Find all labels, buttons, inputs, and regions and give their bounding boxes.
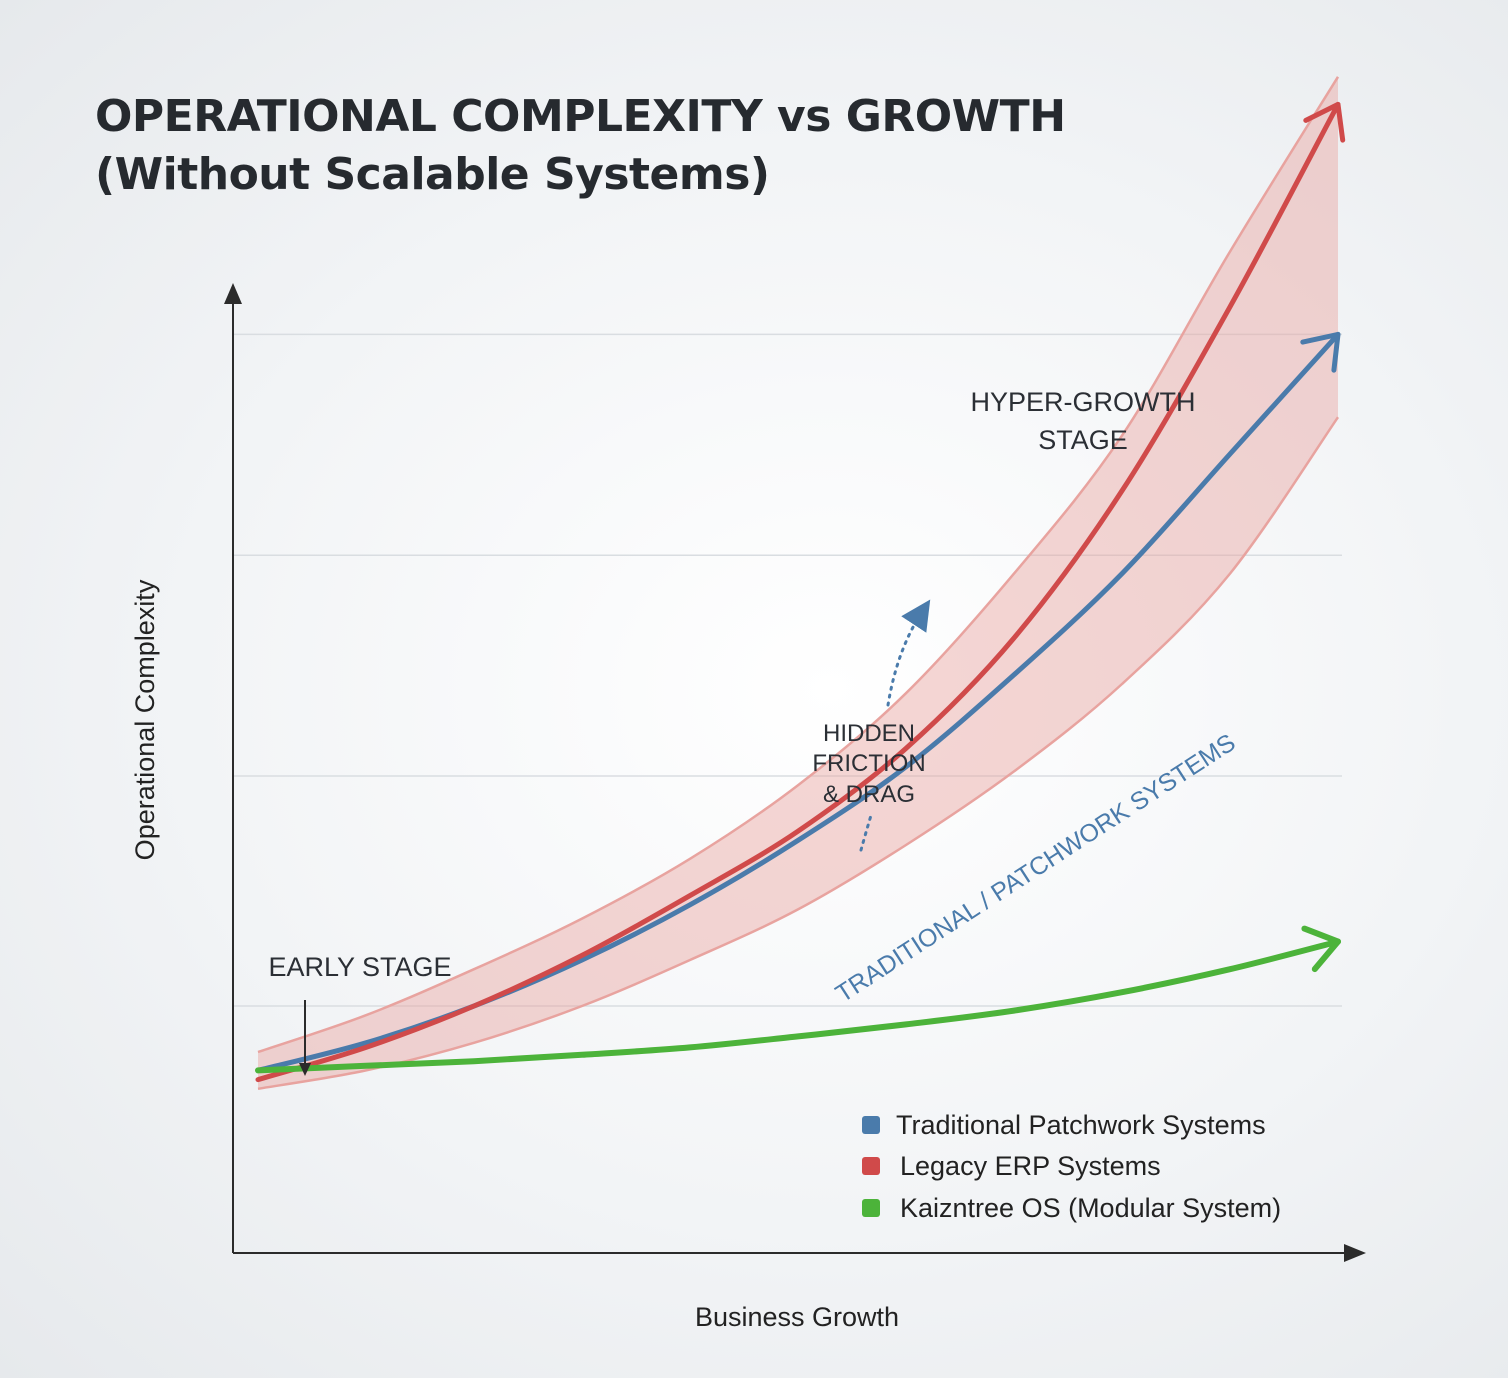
x-axis-label: Business Growth (695, 1302, 899, 1332)
complexity-band-group (257, 76, 1340, 1091)
series-arrowhead-traditional (1300, 331, 1341, 373)
complexity-band (258, 76, 1338, 1089)
complexity-band-upper-edge (257, 76, 1340, 1054)
legend-swatch-kaizntree (862, 1199, 880, 1217)
legend-label-kaizntree: Kaizntree OS (Modular System) (900, 1193, 1281, 1223)
axes (224, 283, 1366, 1262)
hidden-friction-label-line1: HIDDEN (823, 720, 915, 747)
chart-subtitle: (Without Scalable Systems) (95, 149, 770, 200)
series-arrowhead-kaizntree (1301, 925, 1341, 973)
legend: Traditional Patchwork Systems Legacy ERP… (862, 1110, 1281, 1223)
x-axis-arrow-icon (1344, 1244, 1366, 1262)
legend-label-traditional: Traditional Patchwork Systems (896, 1110, 1266, 1140)
hyper-growth-label-line2: STAGE (1038, 425, 1128, 455)
hyper-growth-label-line1: HYPER-GROWTH (971, 387, 1196, 417)
series-arrowhead-legacy-erp (1303, 101, 1346, 143)
chart-title-block: OPERATIONAL COMPLEXITY vs GROWTH (Withou… (95, 88, 1066, 204)
early-stage-label: EARLY STAGE (268, 952, 451, 982)
series-line-legacy-erp (255, 101, 1341, 1083)
early-stage-pointer-icon (299, 1063, 311, 1076)
series-lines (255, 101, 1346, 1083)
legend-swatch-traditional (862, 1116, 880, 1134)
chart-title: OPERATIONAL COMPLEXITY vs GROWTH (95, 91, 1066, 142)
friction-arrow-upper (886, 599, 931, 707)
grid-lines (233, 333, 1342, 1007)
y-axis-arrow-icon (224, 283, 242, 304)
y-axis-label: Operational Complexity (130, 579, 160, 860)
friction-arrow-lower (859, 810, 874, 852)
legend-label-legacy-erp: Legacy ERP Systems (900, 1151, 1161, 1181)
hidden-friction-label-line2: FRICTION (812, 750, 925, 777)
hidden-friction-label-line3: & DRAG (823, 781, 915, 808)
legend-swatch-legacy-erp (862, 1157, 880, 1175)
series-line-kaizntree (255, 938, 1341, 1074)
complexity-band-lower-edge (257, 416, 1340, 1091)
